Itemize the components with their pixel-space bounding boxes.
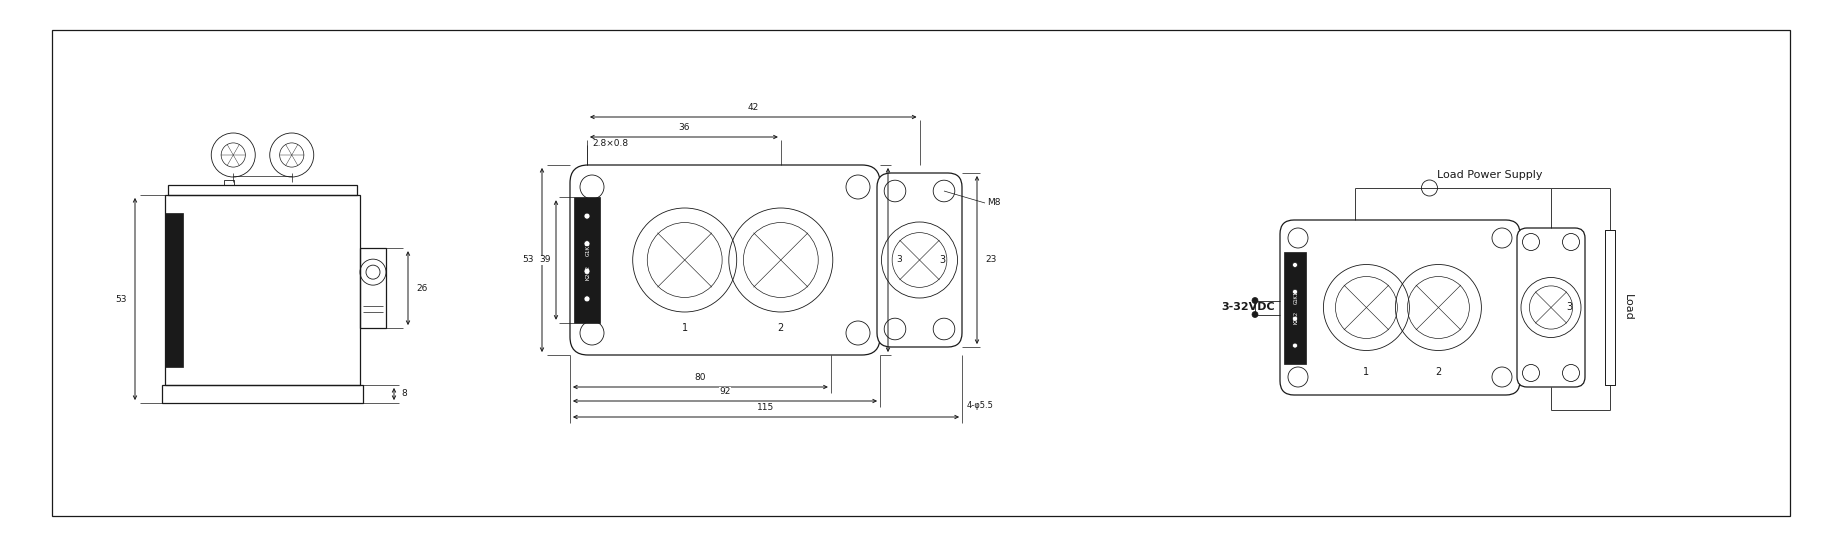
Bar (165, 213, 184, 367)
Text: 53: 53 (522, 256, 535, 264)
Text: 26: 26 (415, 283, 428, 293)
Text: 2.8×0.8: 2.8×0.8 (592, 139, 629, 148)
Text: 115: 115 (757, 403, 774, 412)
FancyBboxPatch shape (1516, 228, 1584, 387)
Circle shape (584, 268, 590, 274)
FancyBboxPatch shape (877, 173, 961, 347)
Bar (167, 185, 357, 195)
Text: M8: M8 (987, 198, 1000, 207)
Text: 4-φ5.5: 4-φ5.5 (967, 401, 994, 410)
FancyBboxPatch shape (570, 165, 880, 355)
Text: 1: 1 (682, 323, 687, 333)
Bar (360, 248, 386, 328)
Text: 80: 80 (695, 373, 706, 382)
Bar (165, 195, 360, 385)
Circle shape (1252, 298, 1257, 304)
Text: K2G2: K2G2 (586, 264, 590, 280)
Text: Load: Load (1623, 294, 1632, 321)
Text: 36: 36 (678, 123, 689, 132)
Text: 39: 39 (540, 256, 551, 264)
Text: 8: 8 (401, 389, 406, 399)
Text: 2: 2 (1435, 367, 1441, 377)
Text: 1: 1 (1364, 367, 1369, 377)
Circle shape (584, 241, 590, 247)
Text: 2: 2 (777, 323, 785, 333)
Text: 42: 42 (748, 103, 759, 112)
Bar (1605, 230, 1616, 385)
Bar (162, 385, 362, 403)
Text: 3: 3 (895, 256, 902, 264)
Text: 3: 3 (1566, 302, 1571, 312)
Circle shape (1292, 343, 1298, 348)
Circle shape (1292, 263, 1298, 268)
Circle shape (1252, 312, 1257, 318)
Text: G1K1: G1K1 (1294, 291, 1298, 304)
Circle shape (1292, 316, 1298, 321)
Bar (1285, 252, 1307, 364)
Bar (224, 180, 233, 185)
Text: G1K1: G1K1 (586, 240, 590, 256)
Text: 92: 92 (719, 387, 732, 396)
FancyBboxPatch shape (1279, 220, 1520, 395)
Text: K2G2: K2G2 (1294, 311, 1298, 324)
Text: 23: 23 (985, 256, 996, 264)
Text: 3: 3 (939, 255, 945, 265)
Text: 3-32VDC: 3-32VDC (1222, 302, 1276, 312)
Text: Load Power Supply: Load Power Supply (1437, 170, 1542, 180)
Bar (573, 197, 599, 323)
Text: 53: 53 (116, 294, 127, 304)
Circle shape (584, 213, 590, 219)
Circle shape (584, 296, 590, 302)
Circle shape (1292, 289, 1298, 294)
Bar (51, 30, 1790, 516)
